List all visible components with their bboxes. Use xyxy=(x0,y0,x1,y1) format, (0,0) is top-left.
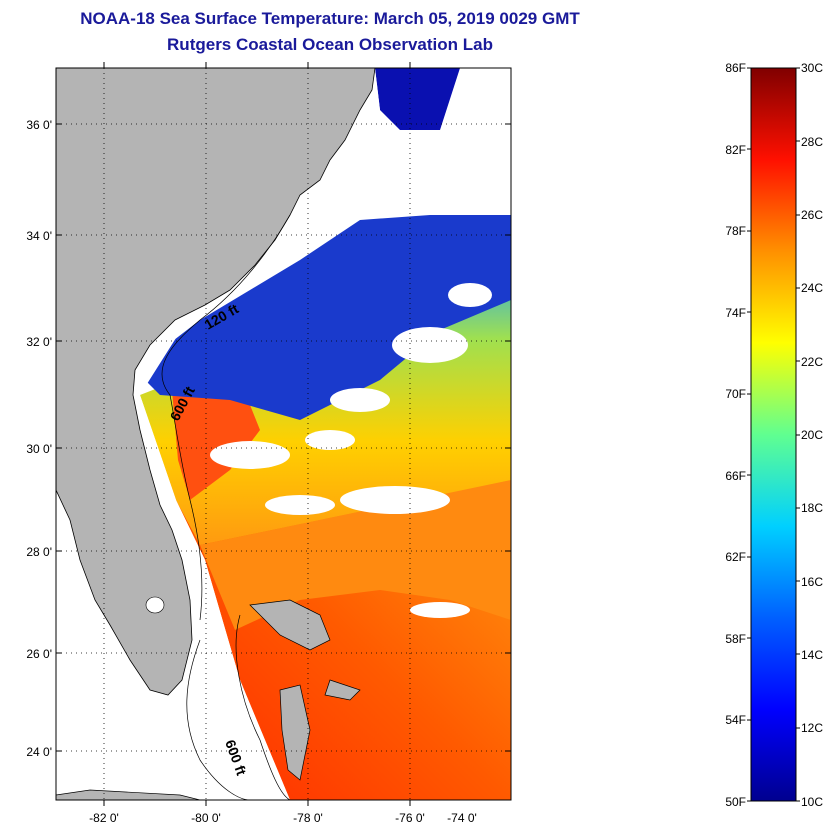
colorbar-f-label: 66F xyxy=(725,469,746,483)
colorbar-c-label: 14C xyxy=(801,648,823,662)
lat-tick-marks xyxy=(56,123,511,752)
lake-okeechobee xyxy=(145,596,165,614)
colorbar-f-label: 86F xyxy=(725,61,746,75)
colorbar-f-ticks xyxy=(747,67,751,802)
graticule xyxy=(56,68,511,800)
colorbar-f-label: 78F xyxy=(725,224,746,238)
colorbar-c-label: 20C xyxy=(801,428,823,442)
colorbar-c-label: 12C xyxy=(801,721,823,735)
lat-label: 32 0' xyxy=(26,335,52,349)
lat-label: 36 0' xyxy=(26,118,52,132)
colorbar-c-label: 10C xyxy=(801,795,823,809)
colorbar-c-label: 28C xyxy=(801,135,823,149)
bathymetry-contours xyxy=(161,214,291,800)
lon-label: -74 0' xyxy=(447,811,477,825)
colorbar-f-label: 74F xyxy=(725,306,746,320)
lat-label: 28 0' xyxy=(26,545,52,559)
colorbar-c-label: 30C xyxy=(801,61,823,75)
lon-tick-marks xyxy=(103,62,411,806)
colorbar-c-label: 18C xyxy=(801,501,823,515)
colorbar-c-labels: 30C 28C 26C 24C 22C 20C 18C 16C 14C 12C … xyxy=(801,61,823,809)
colorbar-f-label: 58F xyxy=(725,632,746,646)
map-frame xyxy=(55,67,512,801)
bahamas-islands xyxy=(56,599,361,800)
cloud-mask xyxy=(210,283,492,618)
colorbar-f-labels: 86F 82F 78F 74F 70F 66F 62F 58F 54F 50F xyxy=(725,61,746,809)
lat-labels: 36 0' 34 0' 32 0' 30 0' 28 0' 26 0' 24 0… xyxy=(26,118,52,759)
colorbar-f-label: 54F xyxy=(725,713,746,727)
colorbar-f-label: 82F xyxy=(725,143,746,157)
colorbar-c-label: 16C xyxy=(801,575,823,589)
sst-swath-cold xyxy=(135,215,511,420)
colorbar-f-label: 50F xyxy=(725,795,746,809)
colorbar-gradient xyxy=(750,67,797,802)
lon-label: -80 0' xyxy=(191,811,221,825)
gulf-stream-patch xyxy=(172,380,260,500)
colorbar-f-label: 70F xyxy=(725,387,746,401)
colorbar-c-label: 24C xyxy=(801,281,823,295)
sst-swath-orange xyxy=(200,480,511,630)
lat-label: 24 0' xyxy=(26,745,52,759)
colorbar-c-ticks xyxy=(796,67,800,802)
map-title: NOAA-18 Sea Surface Temperature: March 0… xyxy=(80,9,580,28)
temperature-colorbar: 86F 82F 78F 74F 70F 66F 62F 58F 54F 50F … xyxy=(725,61,823,809)
lon-label: -78 0' xyxy=(293,811,323,825)
map-subtitle: Rutgers Coastal Ocean Observation Lab xyxy=(167,35,493,54)
colorbar-f-label: 62F xyxy=(725,550,746,564)
colorbar-c-label: 22C xyxy=(801,355,823,369)
land-mass xyxy=(56,68,376,696)
lon-label: -82 0' xyxy=(89,811,119,825)
lat-label: 34 0' xyxy=(26,229,52,243)
lon-label: -76 0' xyxy=(395,811,425,825)
lat-label: 26 0' xyxy=(26,647,52,661)
colorbar-c-label: 26C xyxy=(801,208,823,222)
lon-labels: -82 0' -80 0' -78 0' -76 0' -74 0' xyxy=(89,811,477,825)
sst-swath-deep-cold xyxy=(375,68,460,130)
lat-label: 30 0' xyxy=(26,442,52,456)
